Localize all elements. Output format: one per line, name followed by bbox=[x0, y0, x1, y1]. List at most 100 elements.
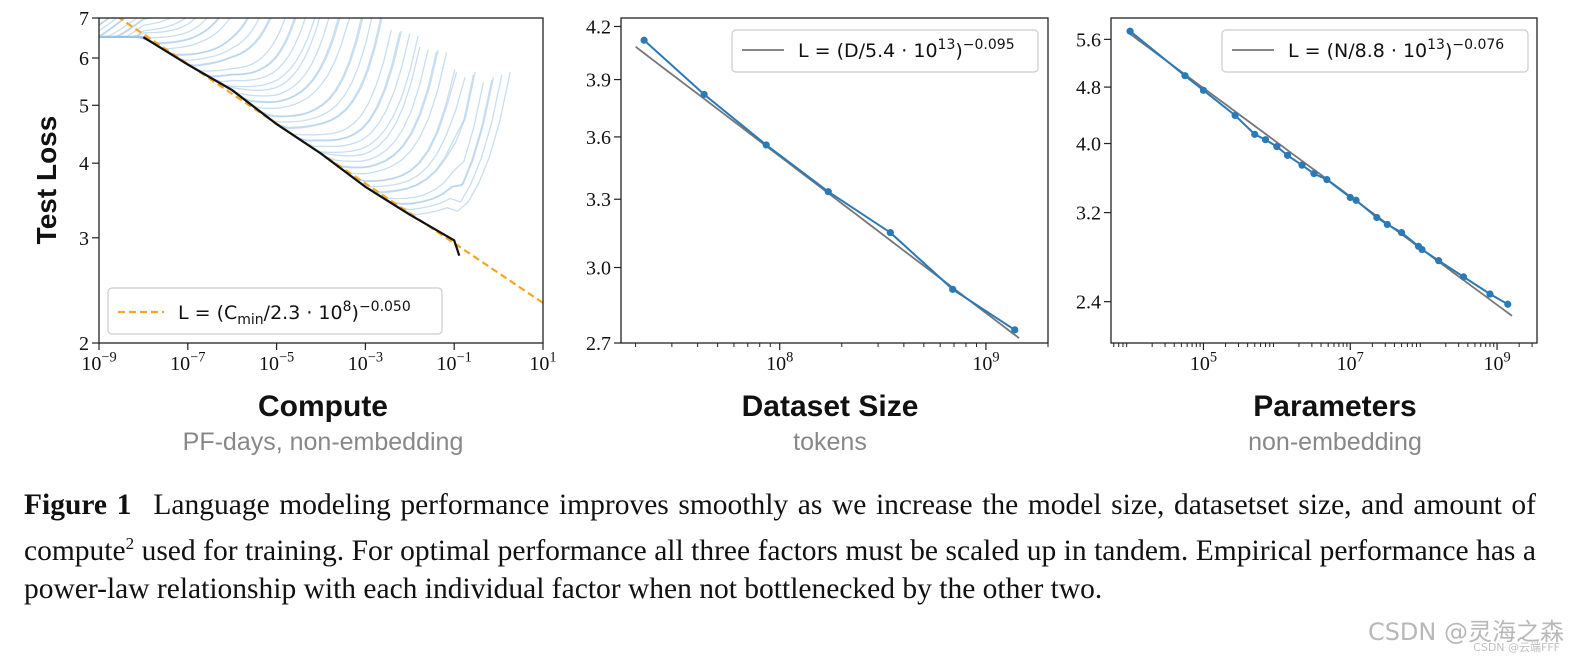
compute-learning-curve bbox=[99, 36, 421, 157]
caption-text: Language modeling performance improves s… bbox=[24, 489, 1536, 567]
compute-xsublabel: PF-days, non-embedding bbox=[182, 428, 464, 456]
compute-learning-curve bbox=[99, 18, 260, 62]
compute-legend-box bbox=[107, 287, 443, 335]
parameters-point bbox=[1323, 175, 1331, 184]
compute-learning-curve bbox=[99, 36, 493, 205]
parameters-y-tick-label: 5.6 bbox=[1076, 29, 1101, 51]
chart-compute: 10−9 10−7 10−5 10−3 10−1 101 2 3 4 5 6 7 Test Loss L … bbox=[31, 7, 557, 375]
parameters-point bbox=[1298, 161, 1306, 169]
parameters-x-tick-label: 105 bbox=[1190, 350, 1217, 375]
parameters-point bbox=[1273, 143, 1281, 151]
watermark: CSDN @灵海之森 bbox=[1367, 618, 1564, 646]
compute-x-tick-label: 10−1 bbox=[437, 350, 472, 375]
parameters-x-tick-label: 109 bbox=[1483, 350, 1510, 375]
compute-y-tick-label: 7 bbox=[79, 8, 89, 30]
figure-caption: Figure 1 Language modeling performance im… bbox=[24, 486, 1536, 608]
parameters-point bbox=[1459, 273, 1468, 281]
compute-learning-curve bbox=[99, 36, 495, 206]
dataset-point bbox=[640, 36, 648, 44]
compute-y-tick-label: 2 bbox=[79, 333, 89, 355]
compute-learning-curve bbox=[99, 18, 126, 37]
dataset-y-tick-label: 3.0 bbox=[586, 258, 611, 280]
compute-learning-curve bbox=[99, 18, 330, 97]
parameters-point bbox=[1310, 169, 1318, 178]
compute-learning-curve bbox=[99, 36, 485, 200]
parameters-fit-line bbox=[1129, 33, 1513, 317]
compute-xlabel: Compute bbox=[258, 390, 388, 423]
dataset-xlabel: Dataset Size bbox=[741, 390, 919, 423]
dataset-y-tick-label: 2.7 bbox=[586, 333, 611, 355]
figure-label: Figure 1 bbox=[24, 489, 132, 521]
dataset-point bbox=[824, 188, 832, 196]
dataset-plot-area bbox=[635, 36, 1020, 339]
parameters-legend-box bbox=[1221, 29, 1529, 73]
dataset-y-tick-label: 4.2 bbox=[586, 16, 611, 38]
parameters-point bbox=[1486, 290, 1494, 298]
compute-learning-curve bbox=[99, 36, 429, 163]
parameters-point bbox=[1504, 300, 1512, 308]
compute-x-tick-label: 101 bbox=[529, 350, 556, 375]
parameters-point bbox=[1199, 86, 1208, 94]
compute-learning-curve bbox=[90, 7, 160, 16]
parameters-point bbox=[1397, 228, 1406, 237]
parameters-point bbox=[1261, 136, 1270, 144]
parameters-xsublabel: non-embedding bbox=[1248, 428, 1422, 456]
dataset-x-tick-label: 109 bbox=[972, 350, 999, 375]
compute-learning-curve bbox=[99, 29, 392, 136]
parameters-series-line bbox=[1129, 30, 1509, 306]
dataset-legend-box bbox=[731, 29, 1039, 73]
parameters-legend-label: L = (N/8.8 · 1013)−0.076 bbox=[1288, 37, 1504, 62]
caption-text-2: used for training. For optimal performan… bbox=[24, 534, 1536, 605]
caption-footnote-mark: 2 bbox=[125, 533, 135, 553]
compute-learning-curve bbox=[99, 36, 476, 194]
compute-learning-curve bbox=[99, 36, 511, 216]
compute-frontier-line bbox=[142, 36, 461, 257]
parameters-y-tick-label: 4.0 bbox=[1076, 134, 1101, 156]
parameters-y-tick-label: 4.8 bbox=[1076, 77, 1101, 99]
parameters-point bbox=[1126, 27, 1134, 35]
parameters-xlabel: Parameters bbox=[1253, 390, 1417, 423]
compute-plot-frame bbox=[98, 17, 544, 344]
dataset-point bbox=[700, 90, 708, 99]
compute-y-tick-label: 6 bbox=[79, 48, 89, 70]
compute-learning-curve bbox=[99, 18, 111, 27]
compute-learning-curve bbox=[90, 7, 170, 23]
parameters-point bbox=[1231, 111, 1239, 120]
parameters-point bbox=[1346, 193, 1354, 202]
parameters-y-tick-label: 2.4 bbox=[1076, 292, 1101, 314]
dataset-xsublabel: tokens bbox=[793, 428, 867, 456]
compute-y-tick-label: 3 bbox=[79, 228, 89, 250]
parameters-point bbox=[1251, 130, 1259, 138]
dataset-x-tick-label: 108 bbox=[766, 350, 793, 375]
dataset-point bbox=[886, 228, 894, 237]
compute-ylabel: Test Loss bbox=[31, 116, 62, 245]
compute-learning-curve bbox=[99, 18, 127, 37]
parameters-plot-area bbox=[1126, 27, 1513, 317]
chart-parameters: 105 107 109 2.4 3.2 4.0 4.8 5.6 L = (N/8.8 · 101… bbox=[1076, 17, 1538, 375]
parameters-point bbox=[1352, 196, 1360, 204]
dataset-point bbox=[949, 285, 957, 293]
compute-learning-curve bbox=[90, 7, 152, 10]
compute-x-tick-label: 10−5 bbox=[259, 350, 294, 375]
compute-legend-label: L = (Cmin/2.3 · 108)−0.050 bbox=[178, 299, 411, 328]
figure-charts: 10−9 10−7 10−5 10−3 10−1 101 2 3 4 5 6 7 Test Loss L … bbox=[31, 7, 1538, 375]
watermark-secondary: CSDN @云端FFF bbox=[1473, 641, 1560, 654]
compute-y-tick-label: 5 bbox=[79, 95, 89, 117]
chart-dataset: 108 109 2.7 3.0 3.3 3.6 3.9 4.2 L = (D/5.4 · 101… bbox=[586, 16, 1049, 375]
compute-learning-curve bbox=[99, 18, 118, 32]
compute-learning-curve bbox=[99, 18, 286, 72]
compute-plot-area bbox=[90, 7, 543, 304]
parameters-point bbox=[1418, 245, 1426, 254]
compute-x-tick-label: 10−9 bbox=[81, 350, 116, 375]
dataset-point bbox=[762, 141, 770, 149]
dataset-y-tick-label: 3.3 bbox=[586, 189, 611, 211]
compute-learning-curve bbox=[99, 18, 373, 123]
dataset-y-tick-label: 3.9 bbox=[586, 70, 611, 92]
parameters-x-tick-label: 107 bbox=[1337, 350, 1364, 375]
compute-learning-curves bbox=[90, 7, 511, 216]
parameters-point bbox=[1181, 72, 1189, 80]
dataset-series-line bbox=[643, 39, 1016, 331]
dataset-plot-frame bbox=[620, 17, 1049, 344]
compute-x-tick-label: 10−7 bbox=[170, 350, 205, 375]
compute-learning-curve bbox=[90, 7, 162, 17]
